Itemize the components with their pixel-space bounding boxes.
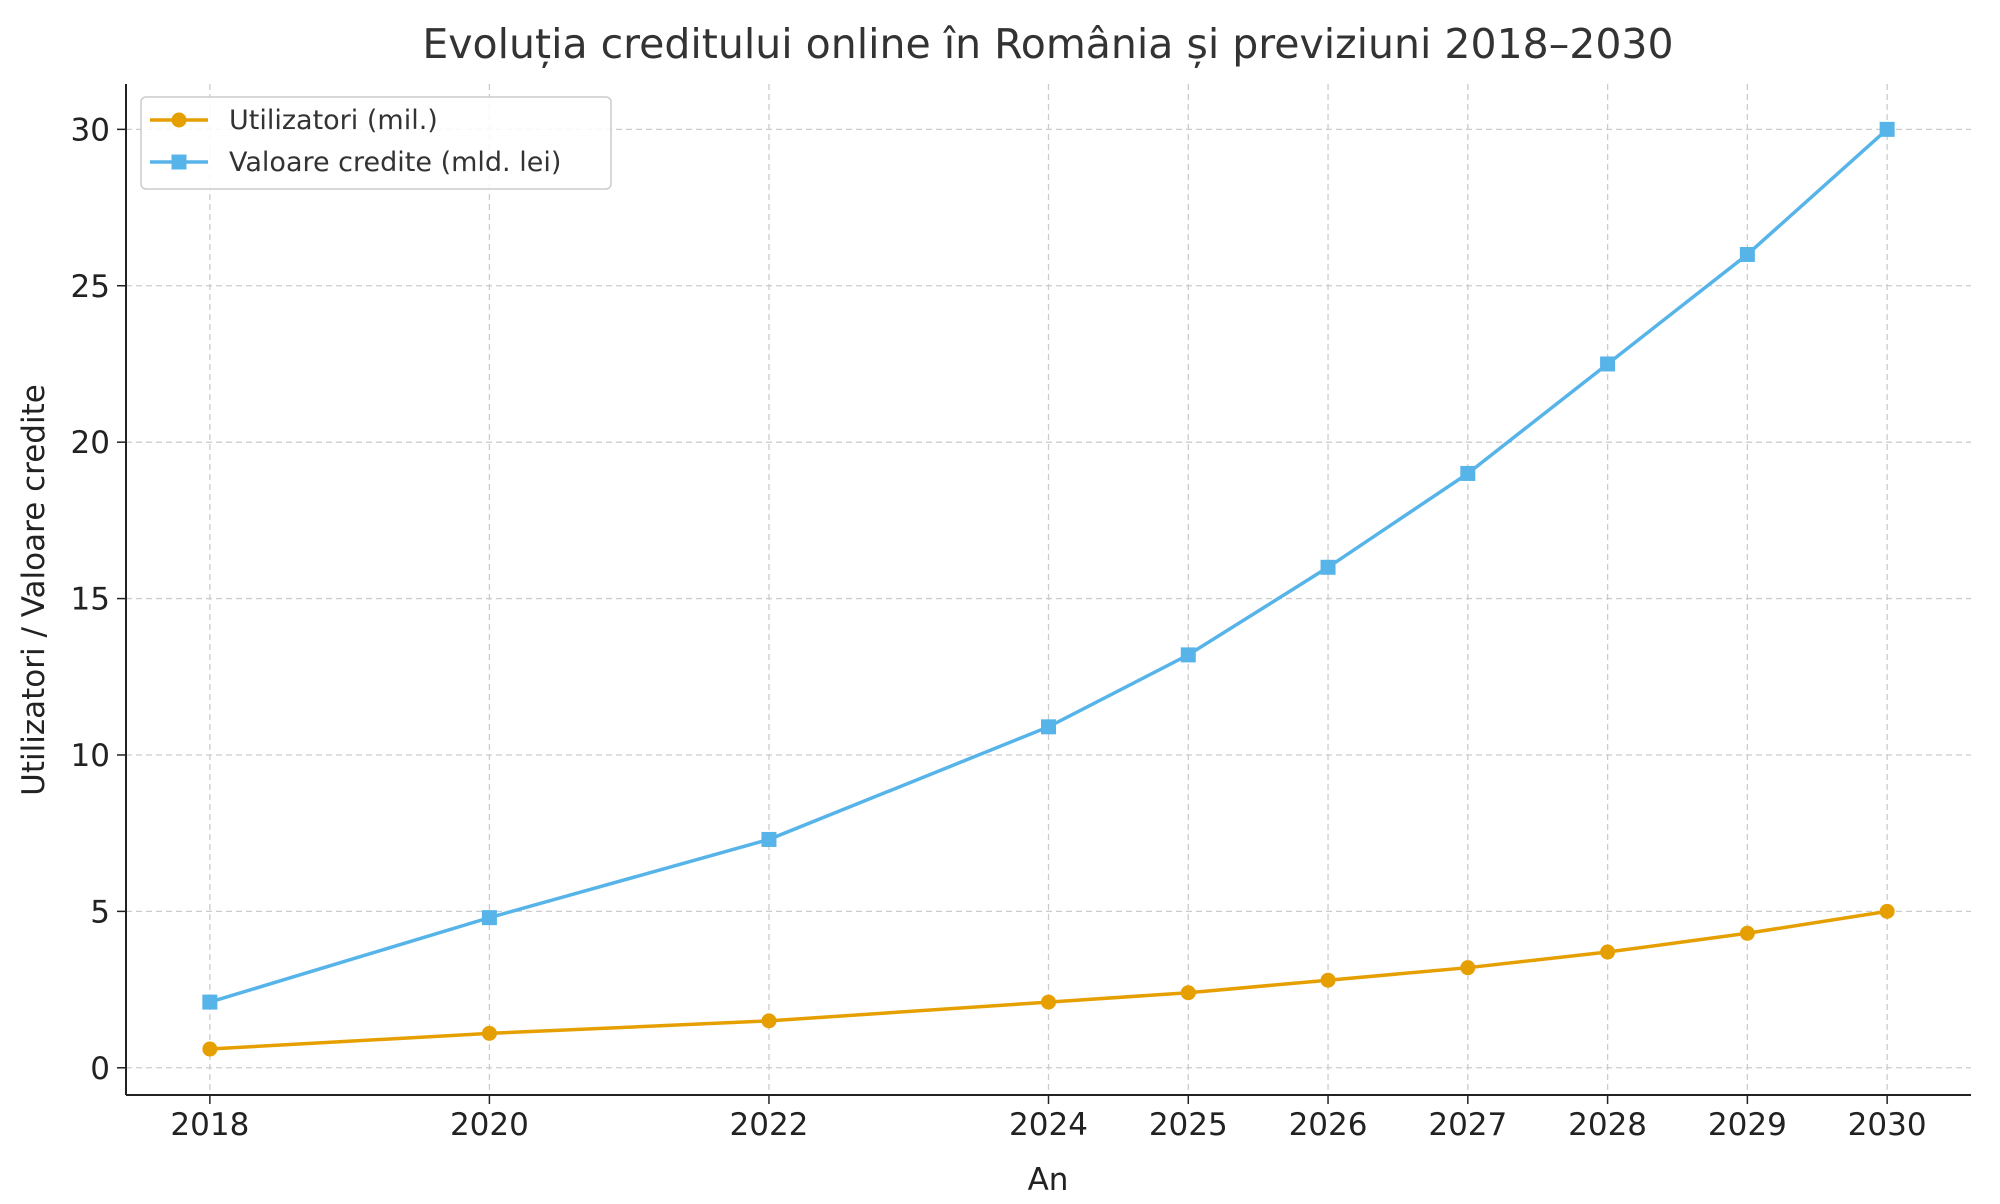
data-point — [1460, 465, 1476, 481]
legend-box — [140, 96, 612, 190]
data-point — [1041, 994, 1056, 1010]
x-axis-label: An — [1028, 1162, 1069, 1198]
data-point — [761, 831, 777, 847]
data-point — [1041, 719, 1056, 735]
y-tick-label: 25 — [71, 269, 110, 305]
square-marker-icon — [171, 154, 187, 170]
y-tick-label: 15 — [71, 582, 110, 618]
data-point — [1600, 356, 1616, 372]
data-point — [1739, 246, 1755, 262]
data-point — [761, 1013, 777, 1029]
x-tick-label: 2025 — [1149, 1107, 1228, 1143]
x-tick-label: 2024 — [1009, 1107, 1088, 1143]
x-tick-label: 2027 — [1428, 1107, 1507, 1143]
chart-title: Evoluția creditului online în România și… — [422, 20, 1673, 68]
data-point — [1879, 121, 1895, 137]
x-tick-label: 2028 — [1568, 1107, 1647, 1143]
data-point — [481, 910, 497, 926]
data-point — [1739, 925, 1755, 941]
data-point — [202, 1041, 218, 1057]
data-point — [202, 994, 218, 1010]
data-point — [1180, 985, 1196, 1001]
y-tick-label: 20 — [71, 425, 110, 461]
series-layer — [202, 121, 1895, 1057]
circle-marker-icon — [171, 112, 187, 128]
legend-label: Utilizatori (mil.) — [229, 105, 438, 136]
axes: 2018 2020 2022 2024 2025 2026 2027 2028 2029 2030… — [71, 84, 1971, 1143]
series-line-0 — [209, 909, 1888, 1051]
y-tick-label: 5 — [90, 894, 110, 930]
y-tick-label: 0 — [90, 1051, 110, 1087]
x-tick-label: 2030 — [1848, 1107, 1927, 1143]
y-tick-label: 30 — [71, 112, 110, 148]
legend-label: Valoare credite (mld. lei) — [229, 147, 561, 178]
x-tick-label: 2022 — [730, 1107, 809, 1143]
series-line-1 — [209, 128, 1889, 1004]
data-point — [1320, 559, 1336, 575]
x-tick-label: 2020 — [450, 1107, 529, 1143]
data-point — [1320, 972, 1336, 988]
data-point — [1460, 960, 1476, 976]
y-axis-label: Utilizatori / Valoare credite — [16, 384, 52, 796]
x-tick-label: 2029 — [1708, 1107, 1787, 1143]
data-point — [481, 1025, 497, 1041]
data-point — [1600, 944, 1616, 960]
data-point — [1180, 647, 1196, 663]
x-tick-label: 2018 — [170, 1107, 249, 1143]
data-point — [1879, 903, 1895, 919]
x-tick-label: 2026 — [1289, 1107, 1368, 1143]
legend: Utilizatori (mil.) Valoare credite (mld. … — [140, 96, 612, 190]
grid — [126, 84, 1971, 1095]
y-tick-label: 10 — [71, 738, 110, 774]
